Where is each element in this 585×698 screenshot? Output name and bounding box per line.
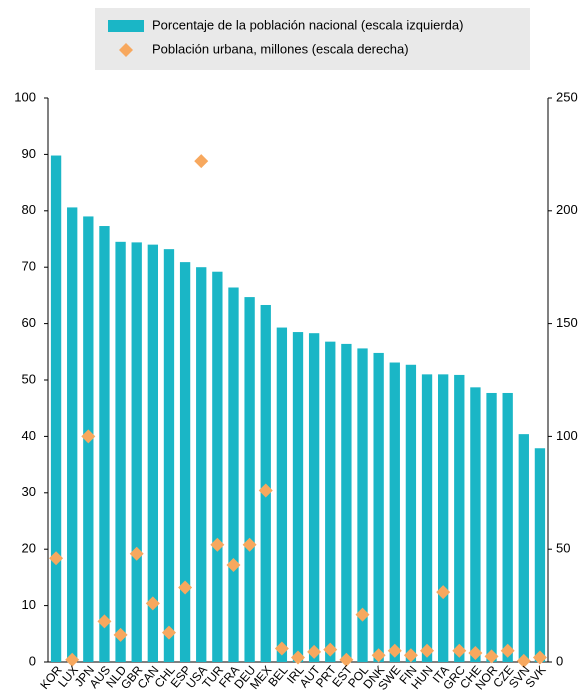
- bar: [212, 271, 223, 662]
- point: [49, 551, 64, 566]
- bar: [163, 249, 175, 663]
- point: [291, 650, 305, 665]
- point: [468, 645, 483, 660]
- bar: [147, 244, 158, 662]
- y-tick-label: 70: [22, 259, 36, 274]
- bar: [373, 352, 384, 662]
- point: [194, 154, 209, 169]
- point: [226, 557, 241, 572]
- point: [129, 546, 144, 561]
- bar: [292, 332, 304, 662]
- point: [242, 537, 257, 552]
- point: [97, 614, 112, 629]
- bar: [179, 262, 191, 662]
- point: [307, 644, 322, 659]
- bar: [454, 374, 465, 662]
- y2-tick-label: 150: [556, 315, 578, 330]
- point: [452, 643, 467, 658]
- y-tick-label: 0: [29, 653, 36, 668]
- legend-label: Porcentaje de la población nacional (esc…: [152, 17, 463, 32]
- y-tick-label: 60: [22, 315, 36, 330]
- y-tick-label: 100: [14, 89, 36, 104]
- point: [113, 627, 128, 642]
- bar: [357, 348, 368, 662]
- point: [145, 596, 160, 611]
- bar: [518, 434, 529, 662]
- y2-tick-label: 100: [556, 428, 578, 443]
- legend-label: Población urbana, millones (escala derec…: [152, 41, 409, 56]
- point: [484, 649, 499, 664]
- legend-swatch: [119, 43, 133, 57]
- point: [274, 641, 289, 656]
- point: [258, 483, 273, 498]
- bar: [405, 364, 417, 662]
- bar: [50, 155, 62, 662]
- bar: [421, 374, 433, 662]
- y-tick-label: 20: [22, 541, 36, 556]
- y-tick-label: 80: [22, 202, 36, 217]
- point: [323, 642, 338, 657]
- legend-swatch: [108, 20, 144, 32]
- point: [387, 643, 402, 658]
- bar: [244, 297, 255, 662]
- y-tick-label: 40: [22, 428, 36, 443]
- y2-tick-label: 200: [556, 202, 578, 217]
- point: [65, 652, 80, 667]
- point: [355, 607, 370, 622]
- bar: [325, 341, 336, 662]
- legend-box: [95, 8, 530, 70]
- bar: [534, 448, 546, 662]
- y2-tick-label: 250: [556, 89, 578, 104]
- bar: [308, 333, 320, 662]
- point: [161, 625, 176, 640]
- point: [403, 648, 418, 663]
- bar: [341, 343, 352, 662]
- point: [178, 580, 193, 595]
- point: [210, 537, 225, 552]
- point: [516, 653, 531, 668]
- bar: [99, 226, 110, 662]
- y-tick-label: 90: [22, 146, 36, 161]
- bar: [502, 392, 513, 662]
- bar: [276, 327, 288, 662]
- bar: [260, 304, 271, 662]
- bar: [486, 392, 497, 662]
- bar: [438, 374, 449, 662]
- y-tick-label: 30: [22, 484, 36, 499]
- point: [500, 643, 515, 658]
- point: [436, 585, 451, 600]
- point: [532, 650, 547, 665]
- bar: [67, 207, 78, 662]
- y2-tick-label: 50: [556, 541, 570, 556]
- bar: [115, 241, 126, 662]
- y-tick-label: 10: [22, 597, 36, 612]
- bar: [228, 287, 239, 662]
- bar: [196, 267, 207, 662]
- point: [339, 652, 354, 667]
- y-tick-label: 50: [22, 371, 36, 386]
- point: [371, 648, 386, 663]
- bar: [131, 242, 142, 662]
- bar: [389, 362, 400, 662]
- point: [81, 429, 96, 444]
- bar: [470, 387, 481, 662]
- point: [420, 643, 435, 658]
- y2-tick-label: 0: [556, 653, 563, 668]
